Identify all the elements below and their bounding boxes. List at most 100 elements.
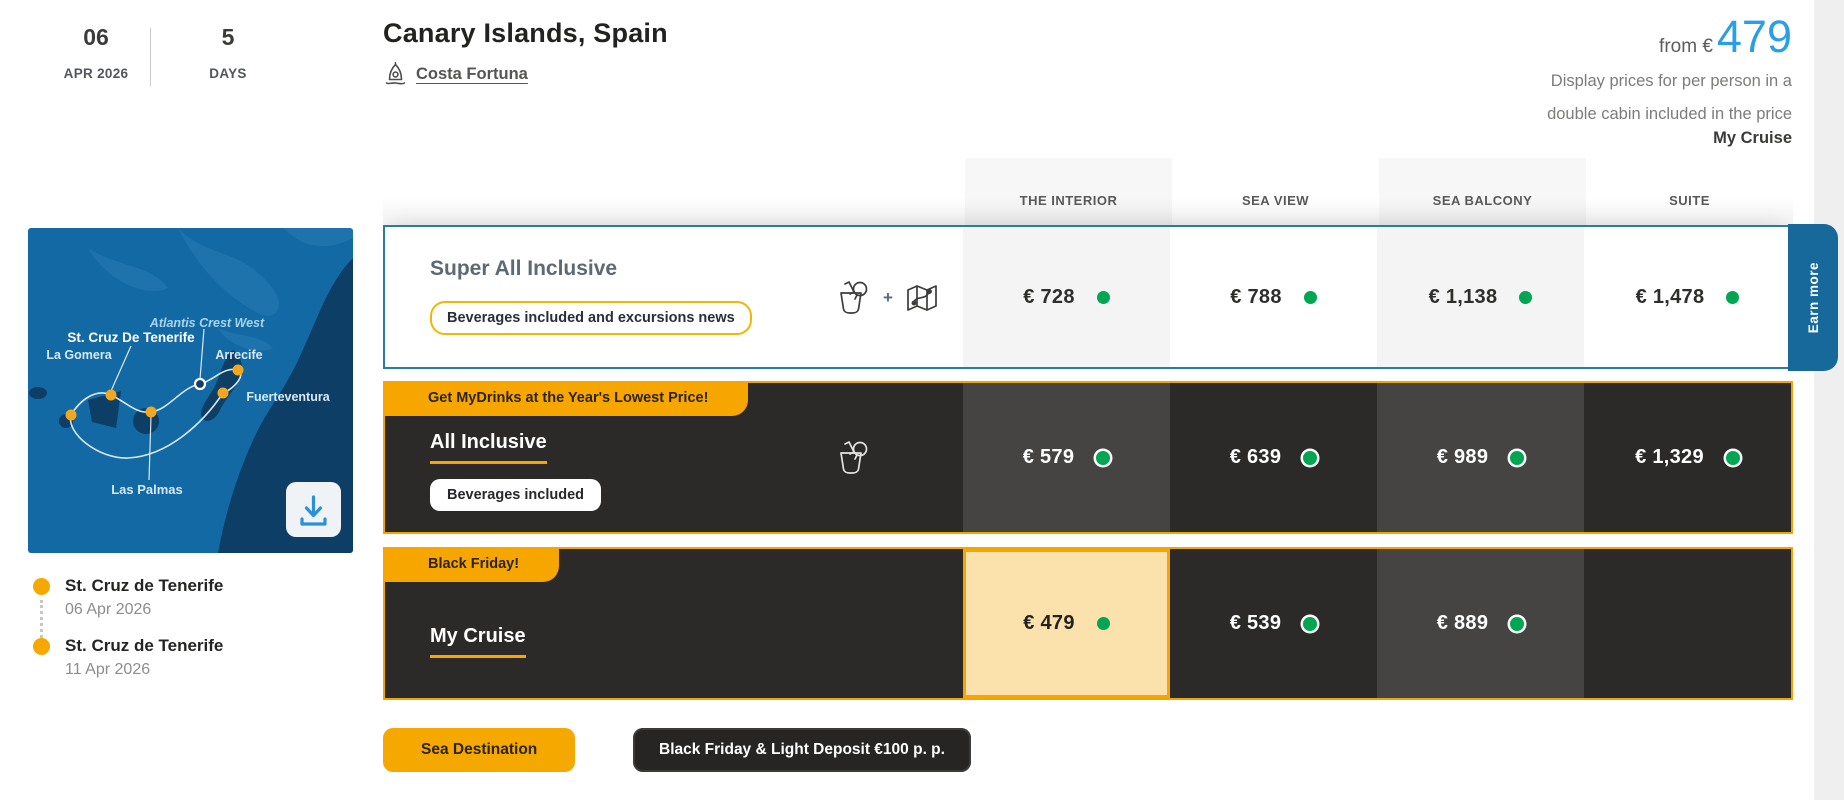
price-from-label: from € (1659, 36, 1713, 57)
fare-row-label: Super All Inclusive Beverages included a… (385, 227, 963, 367)
column-header-suite: SUITE (1669, 193, 1710, 208)
price-value: € 579 (1022, 446, 1075, 468)
port-dot-icon (33, 638, 50, 655)
price-value: € 1,138 (1428, 285, 1498, 308)
fare-badge: Beverages included (430, 479, 601, 511)
availability-dot (1303, 290, 1317, 304)
availability-dot (1096, 290, 1110, 304)
black-friday-promo-tag[interactable]: Black Friday & Light Deposit €100 p. p. (633, 728, 971, 772)
availability-dot (1510, 616, 1525, 631)
fare-price-cells: € 479 € 539 € 889 (963, 549, 1791, 698)
excursions-map-icon (904, 282, 940, 314)
fare-icons: + (832, 279, 940, 317)
fare-row-all-inclusive: Get MyDrinks at the Year's Lowest Price!… (383, 381, 1793, 534)
plus-icon: + (883, 288, 893, 307)
promo-banner: Get MyDrinks at the Year's Lowest Price! (383, 381, 749, 416)
price-value: € 639 (1229, 446, 1282, 468)
map-water-texture (88, 228, 353, 351)
price-cell-sea-balcony[interactable]: € 1,138 (1377, 227, 1584, 367)
price-value: € 479 (1023, 612, 1075, 634)
availability-dot (1303, 450, 1318, 465)
itinerary-stop: St. Cruz de Tenerife 11 Apr 2026 (33, 636, 353, 679)
ship-icon (384, 62, 407, 87)
price-cell-sea-view[interactable]: € 639 (1170, 383, 1377, 532)
page-edge-strip (1814, 0, 1844, 800)
itinerary-port: St. Cruz de Tenerife (65, 576, 224, 595)
cabin-column-headers: THE INTERIOR SEA VIEW SEA BALCONY SUITE (965, 193, 1793, 208)
availability-dot (1096, 450, 1111, 465)
promo-banner: Black Friday! (383, 547, 560, 582)
price-value: € 889 (1436, 612, 1489, 634)
availability-dot (1096, 617, 1110, 630)
departure-date: 06 APR 2026 (48, 24, 144, 81)
price-cell-sea-balcony[interactable]: € 889 (1377, 549, 1584, 698)
map-label-las-palmas: Las Palmas (111, 482, 183, 497)
sea-destination-tag[interactable]: Sea Destination (383, 728, 576, 772)
fare-row-label: All Inclusive Beverages included (385, 383, 963, 532)
map-label-fuerteventura: Fuerteventura (246, 390, 330, 404)
itinerary-map: Atlantis Crest West St. Cruz De Tenerife… (28, 228, 353, 553)
fare-title: Super All Inclusive (430, 257, 618, 280)
price-value: € 989 (1436, 446, 1489, 468)
availability-dot (1725, 450, 1740, 465)
price-cell-interior-selected[interactable]: € 479 (963, 549, 1170, 698)
fare-title-link[interactable]: All Inclusive (430, 431, 547, 464)
price-cell-sea-view[interactable]: € 539 (1170, 549, 1377, 698)
fare-row-label: My Cruise (385, 549, 963, 698)
drinks-icon (832, 439, 872, 477)
itinerary-list: St. Cruz de Tenerife 06 Apr 2026 St. Cru… (33, 576, 353, 696)
earn-more-tab[interactable]: Earn more (1788, 224, 1838, 371)
price-from-value: 479 (1716, 11, 1792, 62)
availability-dot (1519, 290, 1533, 304)
map-labels: Atlantis Crest West St. Cruz De Tenerife… (46, 316, 330, 497)
ship-row: Costa Fortuna (384, 62, 528, 87)
price-cell-suite[interactable]: € 1,478 (1584, 227, 1791, 367)
price-value: € 728 (1023, 285, 1075, 308)
itinerary-stop: St. Cruz de Tenerife 06 Apr 2026 (33, 576, 353, 619)
fare-row-super-all-inclusive: Super All Inclusive Beverages included a… (383, 225, 1793, 369)
fare-badge: Beverages included and excursions news (430, 301, 752, 335)
map-port-dots (65, 364, 244, 421)
price-note-line1: Display prices for per person in a (1550, 72, 1792, 90)
itinerary-date: 11 Apr 2026 (65, 661, 151, 678)
duration-label: DAYS (209, 66, 247, 81)
map-label-la-gomera: La Gomera (46, 348, 112, 362)
price-cell-interior[interactable]: € 728 (963, 227, 1170, 367)
itinerary-port: St. Cruz de Tenerife (65, 636, 224, 655)
column-header-sea-view: SEA VIEW (1241, 193, 1310, 208)
map-label-arrecife: Arrecife (215, 348, 262, 362)
download-icon (300, 495, 327, 526)
fare-row-my-cruise: Black Friday! My Cruise € 479 € 539 € 88… (383, 547, 1793, 700)
price-cell-suite-empty (1584, 549, 1791, 698)
availability-dot (1303, 616, 1318, 631)
price-value: € 788 (1230, 285, 1282, 308)
duration-value: 5 (221, 24, 235, 50)
header-divider (150, 28, 151, 86)
fare-price-cells: € 728 € 788 € 1,138 € 1,478 (963, 227, 1791, 367)
page-title: Canary Islands, Spain (383, 18, 668, 48)
fare-price-cells: € 579 € 639 € 989 € 1,329 (963, 383, 1791, 532)
column-header-sea-balcony: SEA BALCONY (1432, 193, 1533, 208)
duration: 5 DAYS (184, 24, 272, 81)
map-land (29, 258, 353, 553)
fare-title-link[interactable]: My Cruise (430, 625, 526, 658)
price-note-line2: double cabin included in the price (1547, 105, 1792, 123)
map-download-button[interactable] (286, 482, 341, 537)
price-cell-sea-balcony[interactable]: € 989 (1377, 383, 1584, 532)
price-cell-sea-view[interactable]: € 788 (1170, 227, 1377, 367)
map-label-route: Atlantis Crest West (149, 316, 265, 330)
price-value: € 539 (1229, 612, 1282, 634)
price-note-my-cruise: My Cruise (1713, 129, 1792, 147)
departure-month: APR 2026 (63, 66, 129, 81)
price-summary: from € 479 Display prices for per person… (1547, 14, 1792, 150)
price-cell-interior[interactable]: € 579 (963, 383, 1170, 532)
itinerary-date: 06 Apr 2026 (65, 601, 152, 618)
departure-day: 06 (83, 24, 109, 50)
column-header-interior: THE INTERIOR (1019, 193, 1118, 208)
port-dot-icon (33, 578, 50, 595)
price-cell-suite[interactable]: € 1,329 (1584, 383, 1791, 532)
drinks-icon (832, 279, 872, 317)
availability-dot (1726, 290, 1740, 304)
table-top-shadow (383, 197, 1793, 225)
ship-link[interactable]: Costa Fortuna (416, 65, 528, 83)
